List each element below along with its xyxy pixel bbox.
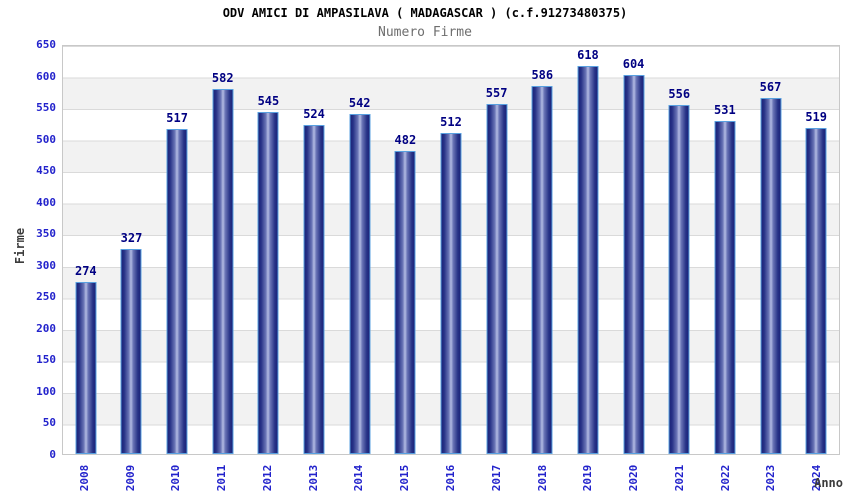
x-tick-label-2008: 2008 [77,464,91,492]
bar-2008 [75,282,97,454]
bar-value-2012: 545 [257,93,280,108]
x-tick-label-2019: 2019 [581,464,595,492]
bar-2017 [486,104,508,454]
bar-value-2010: 517 [166,111,188,126]
bar-2024 [805,128,827,454]
x-tick-label-2018: 2018 [535,464,549,492]
bar-2023 [760,98,782,454]
chart-subtitle: Numero Firme [378,25,472,40]
y-tick-label-600: 600 [36,69,56,83]
bar-value-2018: 586 [531,68,554,83]
x-tick-label-2014: 2014 [352,464,366,492]
y-tick-label-550: 550 [36,101,56,115]
x-tick-label-2017: 2017 [489,464,503,492]
x-tick-label-2016: 2016 [444,464,457,492]
bar-2015 [394,151,416,454]
bar-value-2023: 567 [759,80,782,95]
bar-2013 [303,125,325,454]
bar-value-2017: 557 [485,86,508,101]
bar-2020 [623,74,645,454]
bar-2018 [531,86,553,454]
bar-value-2024: 519 [805,110,828,125]
bar-2021 [668,105,690,454]
y-tick-label-0: 0 [49,448,56,461]
x-tick-label-2010: 2010 [169,464,183,492]
bar-value-2016: 512 [440,114,462,129]
x-tick-label-2021: 2021 [672,464,686,492]
bar-value-2020: 604 [622,56,645,71]
x-tick-label-2009: 2009 [123,464,137,492]
y-tick-label-100: 100 [36,384,56,398]
x-tick-label-2013: 2013 [306,464,320,492]
bar-2011 [212,88,234,454]
bar-value-2013: 524 [303,107,325,122]
bar-value-2022: 531 [714,102,736,117]
bar-value-2008: 274 [74,264,97,279]
y-tick-label-450: 450 [36,164,56,178]
y-tick-label-200: 200 [36,321,56,335]
x-tick-label-2022: 2022 [718,464,732,492]
bar-value-2014: 542 [348,95,371,110]
y-tick-label-50: 50 [42,416,56,430]
y-tick-label-350: 350 [36,227,56,241]
bar-2009 [120,248,142,454]
x-tick-label-2011: 2011 [215,464,229,492]
y-tick-label-500: 500 [36,132,56,146]
y-tick-label-250: 250 [36,290,56,304]
chart-title: ODV AMICI DI AMPASILAVA ( MADAGASCAR ) (… [222,6,628,20]
y-tick-label-300: 300 [36,258,56,272]
bar-2014 [349,113,371,454]
y-tick-label-400: 400 [36,195,56,209]
bar-value-2011: 582 [211,70,234,85]
bar-2012 [257,111,279,454]
y-tick-label-650: 650 [36,38,56,51]
bar-value-2019: 618 [577,48,599,63]
x-tick-label-2023: 2023 [764,464,778,492]
bar-value-2009: 327 [120,230,143,245]
x-axis-title: Anno [814,476,843,490]
x-tick-label-2015: 2015 [398,464,412,492]
x-tick-label-2020: 2020 [627,464,641,492]
bar-2016 [440,132,462,454]
bar-value-2015: 482 [394,133,417,148]
plot-area: 274 327 517 582 545 524 542 482 512 557 586 618 604 5… [62,45,840,455]
y-tick-label-150: 150 [36,353,56,367]
y-axis-title: Firme [13,227,27,265]
bar-2019 [577,66,599,454]
x-tick-label-2012: 2012 [260,464,274,492]
bar-2022 [714,120,736,454]
bar-2010 [166,129,188,454]
x-tick-label-2024: 2024 [810,464,824,492]
bar-value-2021: 556 [668,87,691,102]
